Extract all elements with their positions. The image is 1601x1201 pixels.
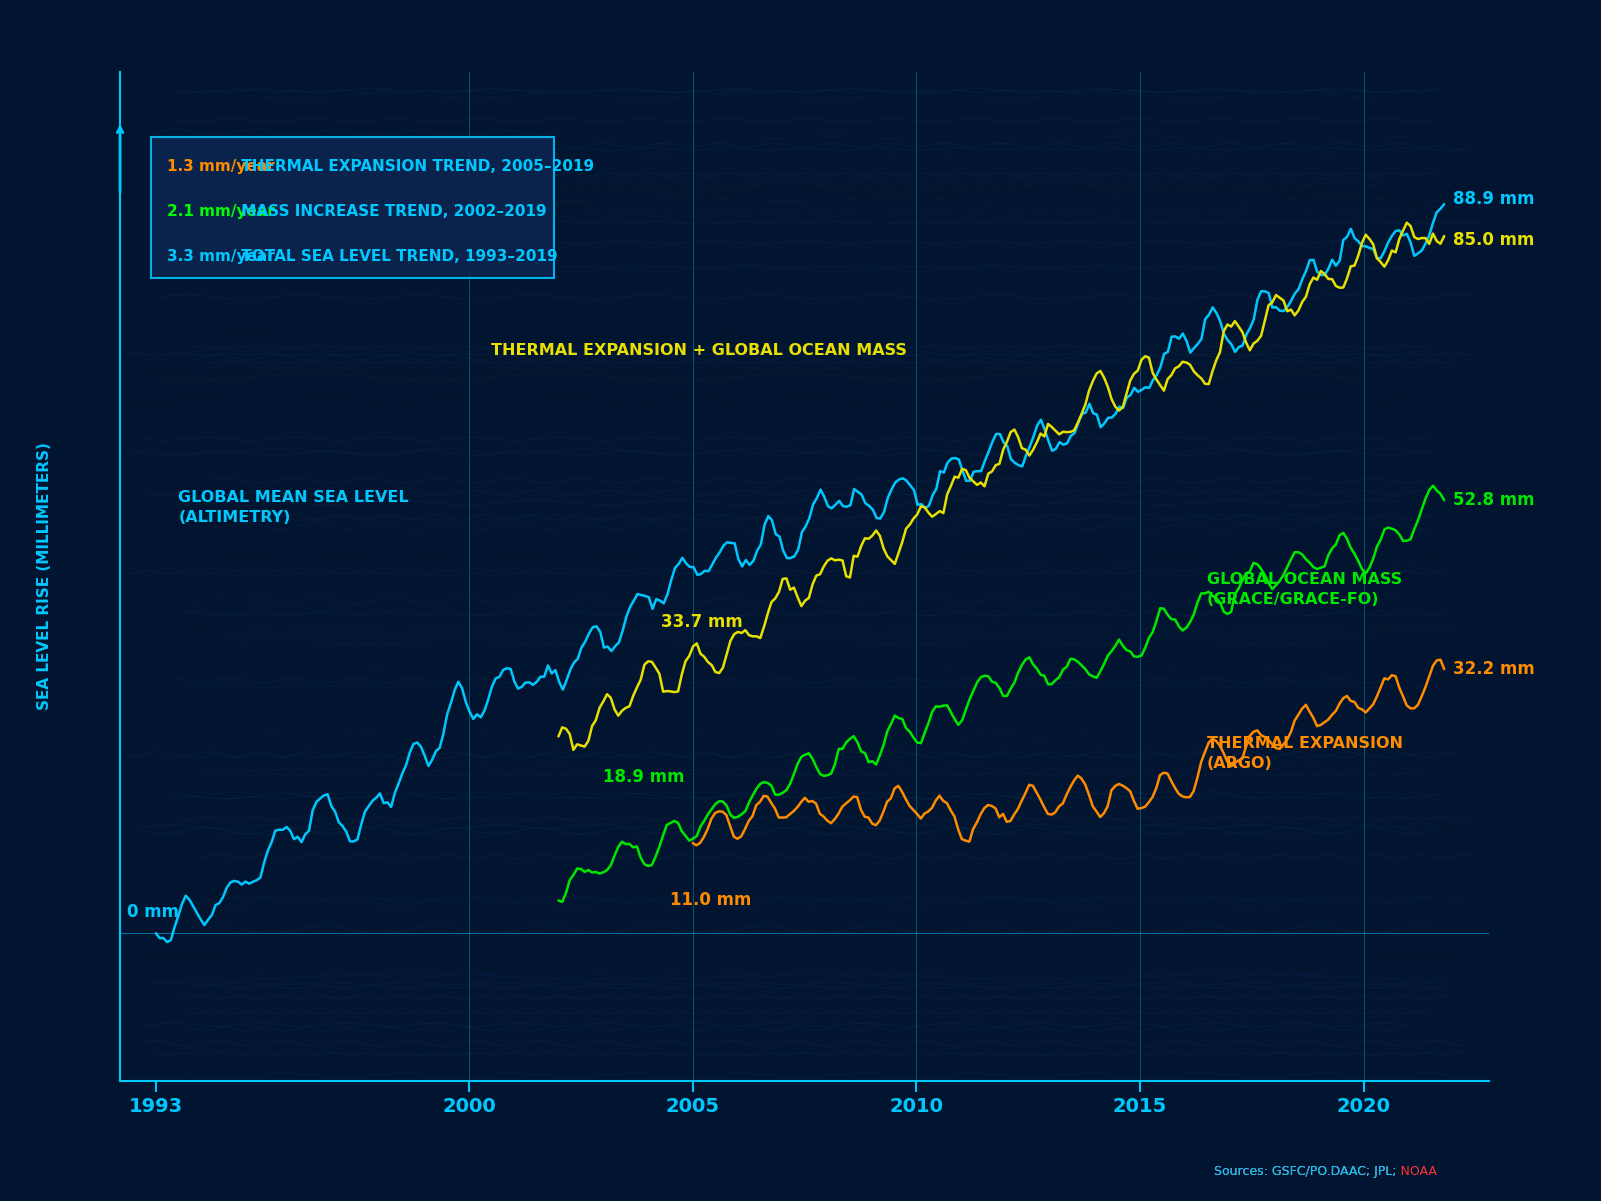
Text: Sources: GSFC/PO.DAAC; JPL;: Sources: GSFC/PO.DAAC; JPL;	[1214, 1165, 1399, 1177]
Text: GLOBAL OCEAN MASS
(GRACE/GRACE-FO): GLOBAL OCEAN MASS (GRACE/GRACE-FO)	[1207, 573, 1402, 608]
Text: 2.1 mm/year: 2.1 mm/year	[167, 204, 275, 219]
FancyBboxPatch shape	[152, 137, 554, 277]
Text: GLOBAL MEAN SEA LEVEL
(ALTIMETRY): GLOBAL MEAN SEA LEVEL (ALTIMETRY)	[178, 490, 408, 525]
Text: THERMAL EXPANSION TREND, 2005–2019: THERMAL EXPANSION TREND, 2005–2019	[237, 159, 594, 174]
Text: Sources: GSFC/PO.DAAC; JPL; NOAA: Sources: GSFC/PO.DAAC; JPL; NOAA	[1214, 1165, 1436, 1177]
Text: 32.2 mm: 32.2 mm	[1454, 661, 1535, 679]
Text: THERMAL EXPANSION
(ARGO): THERMAL EXPANSION (ARGO)	[1207, 736, 1402, 771]
Text: 85.0 mm: 85.0 mm	[1454, 232, 1534, 249]
Text: 18.9 mm: 18.9 mm	[604, 769, 685, 787]
Text: 88.9 mm: 88.9 mm	[1454, 190, 1535, 208]
Text: SEA LEVEL RISE (MILLIMETERS): SEA LEVEL RISE (MILLIMETERS)	[37, 442, 53, 711]
Text: THERMAL EXPANSION + GLOBAL OCEAN MASS: THERMAL EXPANSION + GLOBAL OCEAN MASS	[492, 342, 908, 358]
Text: 11.0 mm: 11.0 mm	[671, 891, 752, 909]
Text: MASS INCREASE TREND, 2002–2019: MASS INCREASE TREND, 2002–2019	[237, 204, 548, 219]
Text: Sources: GSFC/PO.DAAC; JPL;: Sources: GSFC/PO.DAAC; JPL;	[1214, 1165, 1399, 1177]
Text: 1.3 mm/year: 1.3 mm/year	[167, 159, 275, 174]
Text: 52.8 mm: 52.8 mm	[1454, 491, 1535, 509]
Text: 0 mm: 0 mm	[126, 903, 179, 921]
Text: 3.3 mm/year: 3.3 mm/year	[167, 249, 275, 264]
Text: TOTAL SEA LEVEL TREND, 1993–2019: TOTAL SEA LEVEL TREND, 1993–2019	[237, 249, 559, 264]
Text: 33.7 mm: 33.7 mm	[661, 613, 743, 631]
